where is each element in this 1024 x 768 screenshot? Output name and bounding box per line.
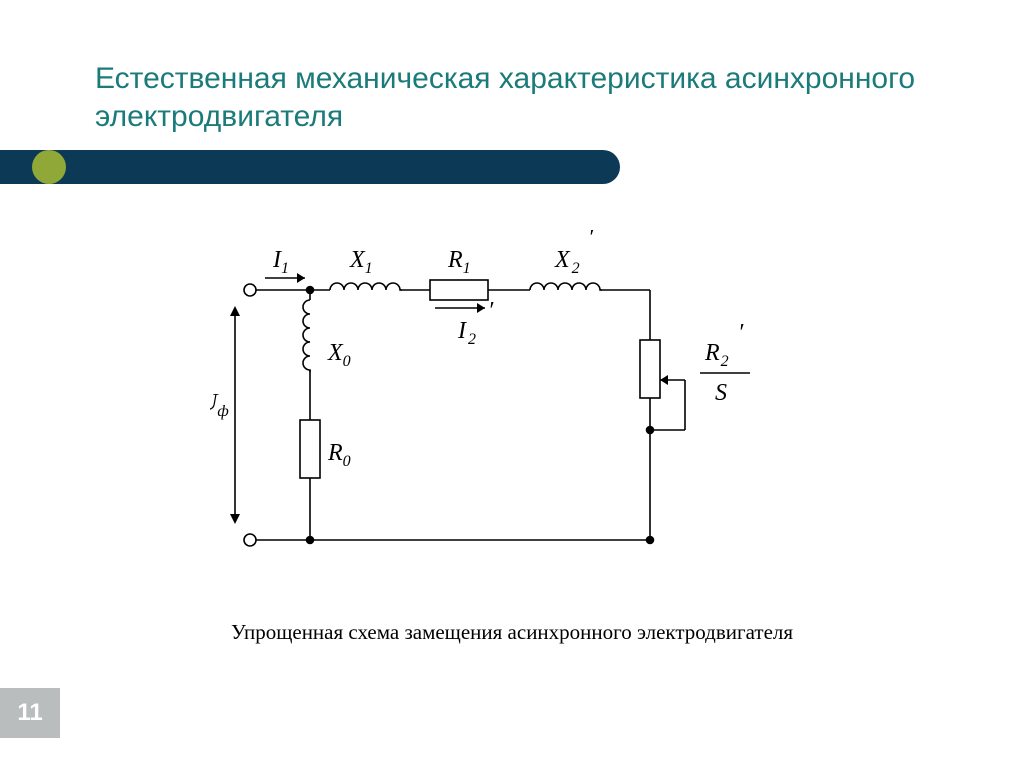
label-r0: R0 [327, 440, 351, 470]
inductor-x1 [330, 283, 402, 290]
terminal-bottom [244, 534, 256, 546]
wiper-arrowhead [660, 375, 668, 385]
svg-text:S: S [715, 380, 727, 406]
label-i2p: I2 [457, 318, 476, 348]
inductor-x0 [303, 300, 310, 372]
node-bot-right [647, 537, 654, 544]
accent-dot [32, 150, 66, 184]
resistor-r0 [300, 420, 320, 478]
slide-title: Естественная механическая характеристика… [95, 60, 945, 135]
circuit-diagram: I1 X1 R1 X2 ′ I2 ′ X0 R0 Uф R2 ′ S [210, 230, 810, 580]
svg-text:′: ′ [738, 320, 744, 346]
accent-bar [0, 150, 620, 184]
terminal-top [244, 284, 256, 296]
label-r2s: R2 ′ S [700, 320, 750, 406]
label-x2p: X2 [554, 247, 580, 277]
resistor-r1 [430, 280, 488, 300]
label-x2p-prime: ′ [588, 230, 594, 251]
label-r1: R1 [447, 247, 471, 277]
slide: Естественная механическая характеристика… [0, 0, 1024, 768]
resistor-r2s [640, 340, 660, 398]
label-uf: Uф [210, 390, 229, 420]
label-x0: X0 [327, 340, 351, 370]
label-i2p-prime: ′ [488, 298, 494, 324]
circuit-caption: Упрощенная схема замещения асинхронного … [0, 620, 1024, 645]
labels: I1 X1 R1 X2 ′ I2 ′ X0 R0 Uф R2 ′ S [210, 230, 750, 470]
voltage-uf [230, 306, 240, 524]
svg-text:R2: R2 [704, 340, 729, 370]
page-number: 11 [0, 688, 60, 738]
current-i2p [435, 303, 485, 313]
label-x1: X1 [349, 247, 373, 277]
inductor-x2p [530, 283, 602, 290]
label-i1: I1 [272, 247, 289, 277]
